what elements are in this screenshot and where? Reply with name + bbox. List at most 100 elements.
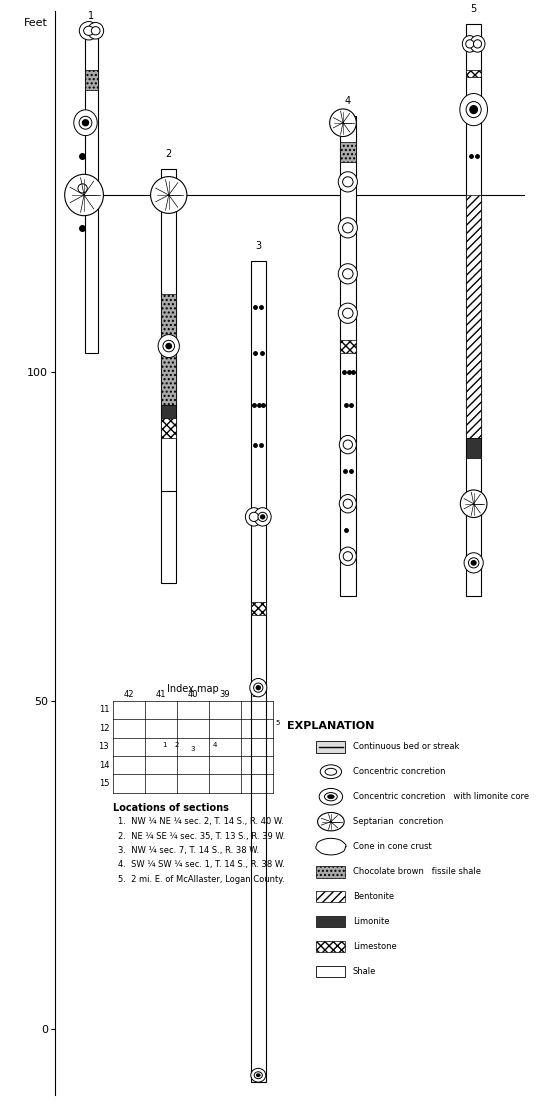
Ellipse shape <box>260 514 265 520</box>
Ellipse shape <box>343 440 353 449</box>
Text: Feet: Feet <box>24 18 48 28</box>
Ellipse shape <box>158 335 179 357</box>
Bar <box>466 438 481 458</box>
Ellipse shape <box>151 177 187 213</box>
Bar <box>161 418 177 438</box>
Ellipse shape <box>338 303 358 323</box>
Text: Septarian  concretion: Septarian concretion <box>353 817 443 826</box>
Ellipse shape <box>464 553 483 573</box>
Text: 5: 5 <box>471 4 477 14</box>
Bar <box>316 940 345 952</box>
Ellipse shape <box>325 769 337 775</box>
Ellipse shape <box>343 499 353 509</box>
Ellipse shape <box>254 1072 262 1078</box>
Ellipse shape <box>258 512 267 521</box>
Text: Concentric concretion   with limonite core: Concentric concretion with limonite core <box>353 792 529 801</box>
Ellipse shape <box>329 108 356 136</box>
Bar <box>466 195 481 438</box>
Ellipse shape <box>74 179 91 198</box>
Text: Limonite: Limonite <box>353 917 389 926</box>
Text: 2: 2 <box>166 149 172 159</box>
Ellipse shape <box>249 512 258 521</box>
Text: 4: 4 <box>213 742 217 748</box>
Ellipse shape <box>338 263 358 284</box>
Text: Cone in cone crust: Cone in cone crust <box>353 842 431 852</box>
Bar <box>85 70 98 90</box>
Text: Index map: Index map <box>167 685 219 695</box>
Bar <box>161 405 177 418</box>
Text: Shale: Shale <box>353 967 376 975</box>
Ellipse shape <box>82 119 89 126</box>
Bar <box>161 169 177 583</box>
Text: Bentonite: Bentonite <box>353 893 394 901</box>
Text: 2: 2 <box>175 742 179 748</box>
Text: 1: 1 <box>88 11 95 21</box>
Ellipse shape <box>65 175 103 216</box>
Ellipse shape <box>87 22 103 39</box>
Ellipse shape <box>91 27 100 35</box>
Text: 4: 4 <box>345 96 351 106</box>
Text: 5.  2 mi. E. of McAllaster, Logan County.: 5. 2 mi. E. of McAllaster, Logan County. <box>118 875 284 884</box>
Text: 3: 3 <box>191 745 195 752</box>
Ellipse shape <box>79 22 98 40</box>
Bar <box>161 293 177 405</box>
Ellipse shape <box>343 269 353 279</box>
Ellipse shape <box>470 35 485 52</box>
Bar <box>316 916 345 928</box>
Ellipse shape <box>256 1073 261 1077</box>
Ellipse shape <box>343 177 353 187</box>
Bar <box>316 966 345 978</box>
Bar <box>85 24 98 353</box>
Ellipse shape <box>74 109 97 136</box>
Ellipse shape <box>320 765 342 779</box>
Bar <box>251 261 266 1082</box>
Bar <box>316 866 345 877</box>
Ellipse shape <box>343 552 353 561</box>
Text: 13: 13 <box>98 742 109 751</box>
Ellipse shape <box>339 494 356 513</box>
Text: 1.  NW ¼ NE ¼ sec. 2, T. 14 S., R. 40 W.: 1. NW ¼ NE ¼ sec. 2, T. 14 S., R. 40 W. <box>118 817 284 826</box>
Ellipse shape <box>163 341 174 352</box>
Text: 1: 1 <box>162 742 167 748</box>
Ellipse shape <box>166 343 172 349</box>
Ellipse shape <box>339 547 356 565</box>
Ellipse shape <box>338 171 358 192</box>
Bar <box>340 143 355 163</box>
Text: 15: 15 <box>98 779 109 789</box>
Ellipse shape <box>474 40 482 48</box>
Ellipse shape <box>251 1068 266 1082</box>
Ellipse shape <box>339 436 356 453</box>
Ellipse shape <box>460 94 487 126</box>
Ellipse shape <box>79 116 92 129</box>
Ellipse shape <box>245 508 262 526</box>
Ellipse shape <box>338 218 358 238</box>
Ellipse shape <box>78 184 87 194</box>
Ellipse shape <box>343 309 353 319</box>
Ellipse shape <box>469 105 478 114</box>
Ellipse shape <box>256 685 261 690</box>
Text: Locations of sections: Locations of sections <box>113 803 229 813</box>
Bar <box>466 24 481 596</box>
Text: 4.  SW ¼ SW ¼ sec. 1, T. 14 S., R. 38 W.: 4. SW ¼ SW ¼ sec. 1, T. 14 S., R. 38 W. <box>118 860 285 869</box>
Ellipse shape <box>254 684 263 692</box>
Text: 40: 40 <box>188 690 198 699</box>
Text: 42: 42 <box>124 690 134 699</box>
Bar <box>316 890 345 902</box>
Ellipse shape <box>250 678 267 697</box>
Bar <box>466 70 481 76</box>
Text: Concentric concretion: Concentric concretion <box>353 768 445 776</box>
Text: Continuous bed or streak: Continuous bed or streak <box>353 742 459 751</box>
Text: 14: 14 <box>98 761 109 770</box>
Ellipse shape <box>254 508 271 526</box>
Ellipse shape <box>319 789 343 805</box>
Text: 11: 11 <box>98 706 109 714</box>
Ellipse shape <box>324 793 337 801</box>
Text: EXPLANATION: EXPLANATION <box>287 720 375 730</box>
Ellipse shape <box>460 490 487 518</box>
Text: Chocolate brown   fissile shale: Chocolate brown fissile shale <box>353 867 481 876</box>
Text: Limestone: Limestone <box>353 942 397 951</box>
Text: 2.  NE ¼ SE ¼ sec. 35, T. 13 S., R. 39 W.: 2. NE ¼ SE ¼ sec. 35, T. 13 S., R. 39 W. <box>118 832 285 841</box>
Ellipse shape <box>84 27 94 35</box>
Ellipse shape <box>466 40 474 48</box>
Polygon shape <box>316 838 346 855</box>
